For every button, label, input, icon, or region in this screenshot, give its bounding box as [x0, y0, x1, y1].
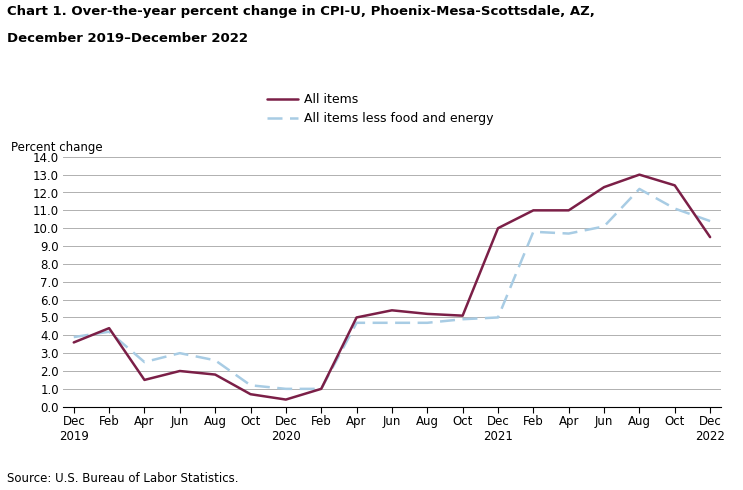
- All items: [670, 182, 679, 188]
- All items less food and energy: [140, 359, 149, 365]
- All items less food and energy: [352, 320, 361, 326]
- All items: [140, 377, 149, 383]
- All items less food and energy: [282, 386, 291, 392]
- All items less food and energy: [317, 386, 325, 392]
- All items less food and energy: [388, 320, 397, 326]
- All items: [69, 340, 78, 345]
- All items less food and energy: [246, 382, 255, 388]
- All items less food and energy: [105, 329, 114, 335]
- All items: [423, 311, 432, 317]
- All items less food and energy: [69, 334, 78, 340]
- All items: [529, 207, 538, 213]
- All items less food and energy: [670, 206, 679, 212]
- All items: [388, 307, 397, 313]
- All items less food and energy: [423, 320, 432, 326]
- Text: Source: U.S. Bureau of Labor Statistics.: Source: U.S. Bureau of Labor Statistics.: [7, 472, 239, 485]
- All items less food and energy: [564, 231, 573, 237]
- All items less food and energy: [175, 350, 184, 356]
- Text: Chart 1. Over-the-year percent change in CPI-U, Phoenix-Mesa-Scottsdale, AZ,: Chart 1. Over-the-year percent change in…: [7, 5, 595, 18]
- All items: [706, 234, 715, 240]
- All items less food and energy: [635, 186, 644, 192]
- All items: [635, 172, 644, 177]
- All items less food and energy: [529, 229, 538, 235]
- Line: All items: All items: [74, 174, 710, 399]
- All items less food and energy: [458, 317, 467, 322]
- Legend: All items, All items less food and energy: All items, All items less food and energ…: [267, 93, 493, 125]
- All items less food and energy: [211, 357, 220, 363]
- All items: [600, 184, 609, 190]
- All items less food and energy: [493, 315, 502, 320]
- All items less food and energy: [706, 218, 715, 224]
- All items: [352, 315, 361, 320]
- All items less food and energy: [600, 223, 609, 229]
- All items: [211, 371, 220, 377]
- Text: December 2019–December 2022: December 2019–December 2022: [7, 32, 248, 45]
- All items: [458, 313, 467, 318]
- Text: Percent change: Percent change: [10, 141, 103, 154]
- All items: [282, 396, 291, 402]
- Line: All items less food and energy: All items less food and energy: [74, 189, 710, 389]
- All items: [246, 391, 255, 397]
- All items: [564, 207, 573, 213]
- All items: [175, 368, 184, 374]
- All items: [493, 225, 502, 231]
- All items: [317, 386, 325, 392]
- All items: [105, 325, 114, 331]
